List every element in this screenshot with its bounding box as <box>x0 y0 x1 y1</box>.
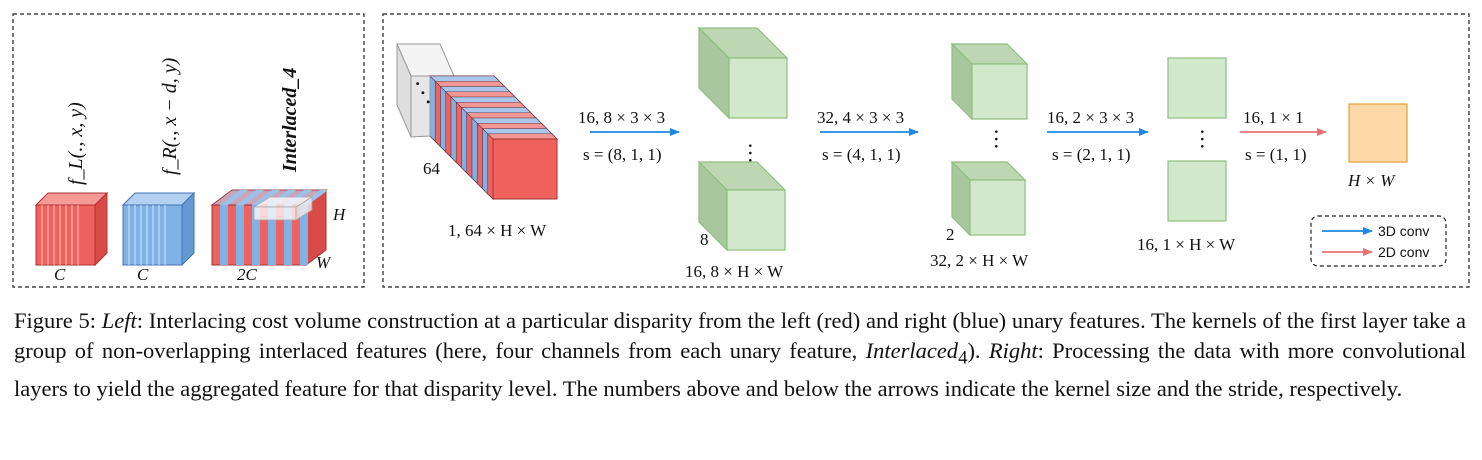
input-volume <box>396 43 559 201</box>
fl-label: f_L(., x, y) <box>65 102 87 185</box>
interlaced-label: Interlaced_4 <box>279 68 301 173</box>
legend-3d-label: 3D conv <box>1378 223 1429 239</box>
caption-right-word: Right <box>988 338 1038 363</box>
arrow-3-stride: s = (2, 1, 1) <box>1052 145 1131 164</box>
fr-label: f_R(., x − d, y) <box>159 57 181 175</box>
stage-2-cube-top <box>950 42 1029 121</box>
stage-2-dots: ··· <box>984 128 1009 150</box>
stage-3-dots: ··· <box>1190 128 1215 150</box>
output-square <box>1348 103 1408 163</box>
arrow-4-stride: s = (1, 1) <box>1245 145 1307 164</box>
stage-2-cube-bottom <box>950 160 1027 237</box>
caption-text-2: ). <box>967 338 989 363</box>
stage-3-square-top <box>1167 57 1227 119</box>
arrow-2-stride: s = (4, 1, 1) <box>822 145 901 164</box>
arrow-2-kernel: 32, 4 × 3 × 3 <box>817 108 904 127</box>
right-feature-block <box>121 191 196 267</box>
stage-3-shape: 16, 1 × H × W <box>1137 235 1236 254</box>
interlaced-block <box>210 189 328 266</box>
caption-interlaced-word: Interlaced <box>865 338 959 363</box>
c-label-right: C <box>137 265 149 284</box>
stage-1-cube-bottom <box>697 160 787 252</box>
legend-box <box>1310 215 1447 267</box>
figure-diagram: f_L(., x, y) C f_R(., x − d, y) C Interl… <box>12 13 1470 288</box>
right-panel-frame <box>382 13 1470 288</box>
legend-2d-label: 2D conv <box>1378 244 1429 260</box>
w-label: W <box>316 253 332 272</box>
h-label: H <box>332 205 347 224</box>
stage-1-cube-top <box>697 26 789 120</box>
arrow-4-kernel: 16, 1 × 1 <box>1243 108 1304 127</box>
input-shape-label: 1, 64 × H × W <box>448 221 547 240</box>
caption-left-word: Left <box>101 308 137 333</box>
stage-1-dots: ··· <box>738 142 763 164</box>
stage-2-count: 2 <box>946 225 955 244</box>
left-panel-frame <box>12 13 365 288</box>
stage-1-shape: 16, 8 × H × W <box>685 262 784 281</box>
output-shape: H × W <box>1347 171 1396 190</box>
caption-text-1: : Interlacing cost volume construction a… <box>14 308 1467 363</box>
stage-3-square-bottom <box>1167 160 1227 222</box>
caption-text-3: : Processing the data with more convolut… <box>14 338 1467 401</box>
stage-2-shape: 32, 2 × H × W <box>930 251 1029 270</box>
arrow-1-kernel: 16, 8 × 3 × 3 <box>578 108 665 127</box>
c-label-left: C <box>54 265 66 284</box>
figure-caption: Figure 5: Left: Interlacing cost volume … <box>14 306 1466 404</box>
caption-figure-label: Figure 5: <box>14 308 96 333</box>
caption-interlaced-sub: 4 <box>958 347 968 369</box>
arrow-3-kernel: 16, 2 × 3 × 3 <box>1047 108 1134 127</box>
stage-1-count: 8 <box>700 230 709 249</box>
input-channels-label: 64 <box>423 159 441 178</box>
left-feature-block <box>34 191 109 267</box>
arrow-1-stride: s = (8, 1, 1) <box>583 145 662 164</box>
c2-label: 2C <box>237 265 258 284</box>
